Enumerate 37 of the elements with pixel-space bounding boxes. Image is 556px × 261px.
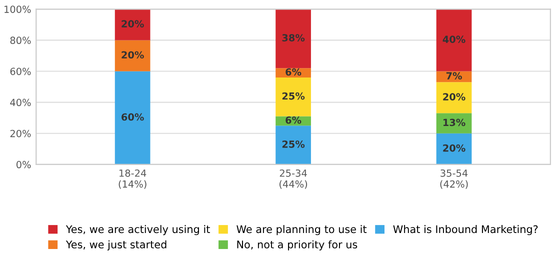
bar — [436, 133, 472, 164]
bar — [436, 9, 472, 72]
y-tick-label: 80% — [10, 36, 31, 44]
legend-label: No, not a priority for us — [237, 240, 358, 250]
y-tick-label: 20% — [10, 130, 31, 138]
x-tick-label: 25-34 (44%) — [280, 169, 308, 189]
data-label: 40% — [442, 36, 466, 44]
data-label: 25% — [282, 140, 305, 148]
bar — [114, 9, 150, 40]
legend-label: What is Inbound Marketing? — [393, 225, 538, 236]
data-label: 13% — [443, 118, 466, 126]
bar — [276, 9, 311, 68]
legend-label: Yes, we just started — [66, 240, 166, 250]
y-tick-label: 40% — [10, 98, 31, 106]
data-label: 20% — [122, 51, 144, 59]
bar — [276, 77, 311, 116]
bar — [114, 40, 150, 72]
data-label: 25% — [282, 92, 305, 100]
data-label: 6% — [286, 68, 302, 76]
y-tick-label: 60% — [10, 68, 31, 76]
data-label: 20% — [443, 93, 466, 100]
bar — [276, 126, 311, 164]
legend-label: Yes, we are actively using it — [66, 225, 210, 236]
x-tick-label: 18-24 (14%) — [118, 169, 146, 189]
legend-label: We are planning to use it — [236, 225, 367, 236]
bar — [436, 113, 472, 134]
y-tick-label: 100% — [4, 6, 31, 13]
data-label: 20% — [443, 144, 466, 152]
data-label: 6% — [286, 116, 302, 124]
data-label: 38% — [282, 34, 305, 42]
y-tick-label: 0% — [16, 160, 31, 168]
data-label: 7% — [446, 72, 462, 80]
data-label: 20% — [122, 20, 144, 28]
data-label: 60% — [122, 113, 144, 121]
bar — [114, 71, 150, 164]
x-tick-label: 35-54 (42%) — [440, 169, 468, 189]
bar — [436, 82, 472, 114]
